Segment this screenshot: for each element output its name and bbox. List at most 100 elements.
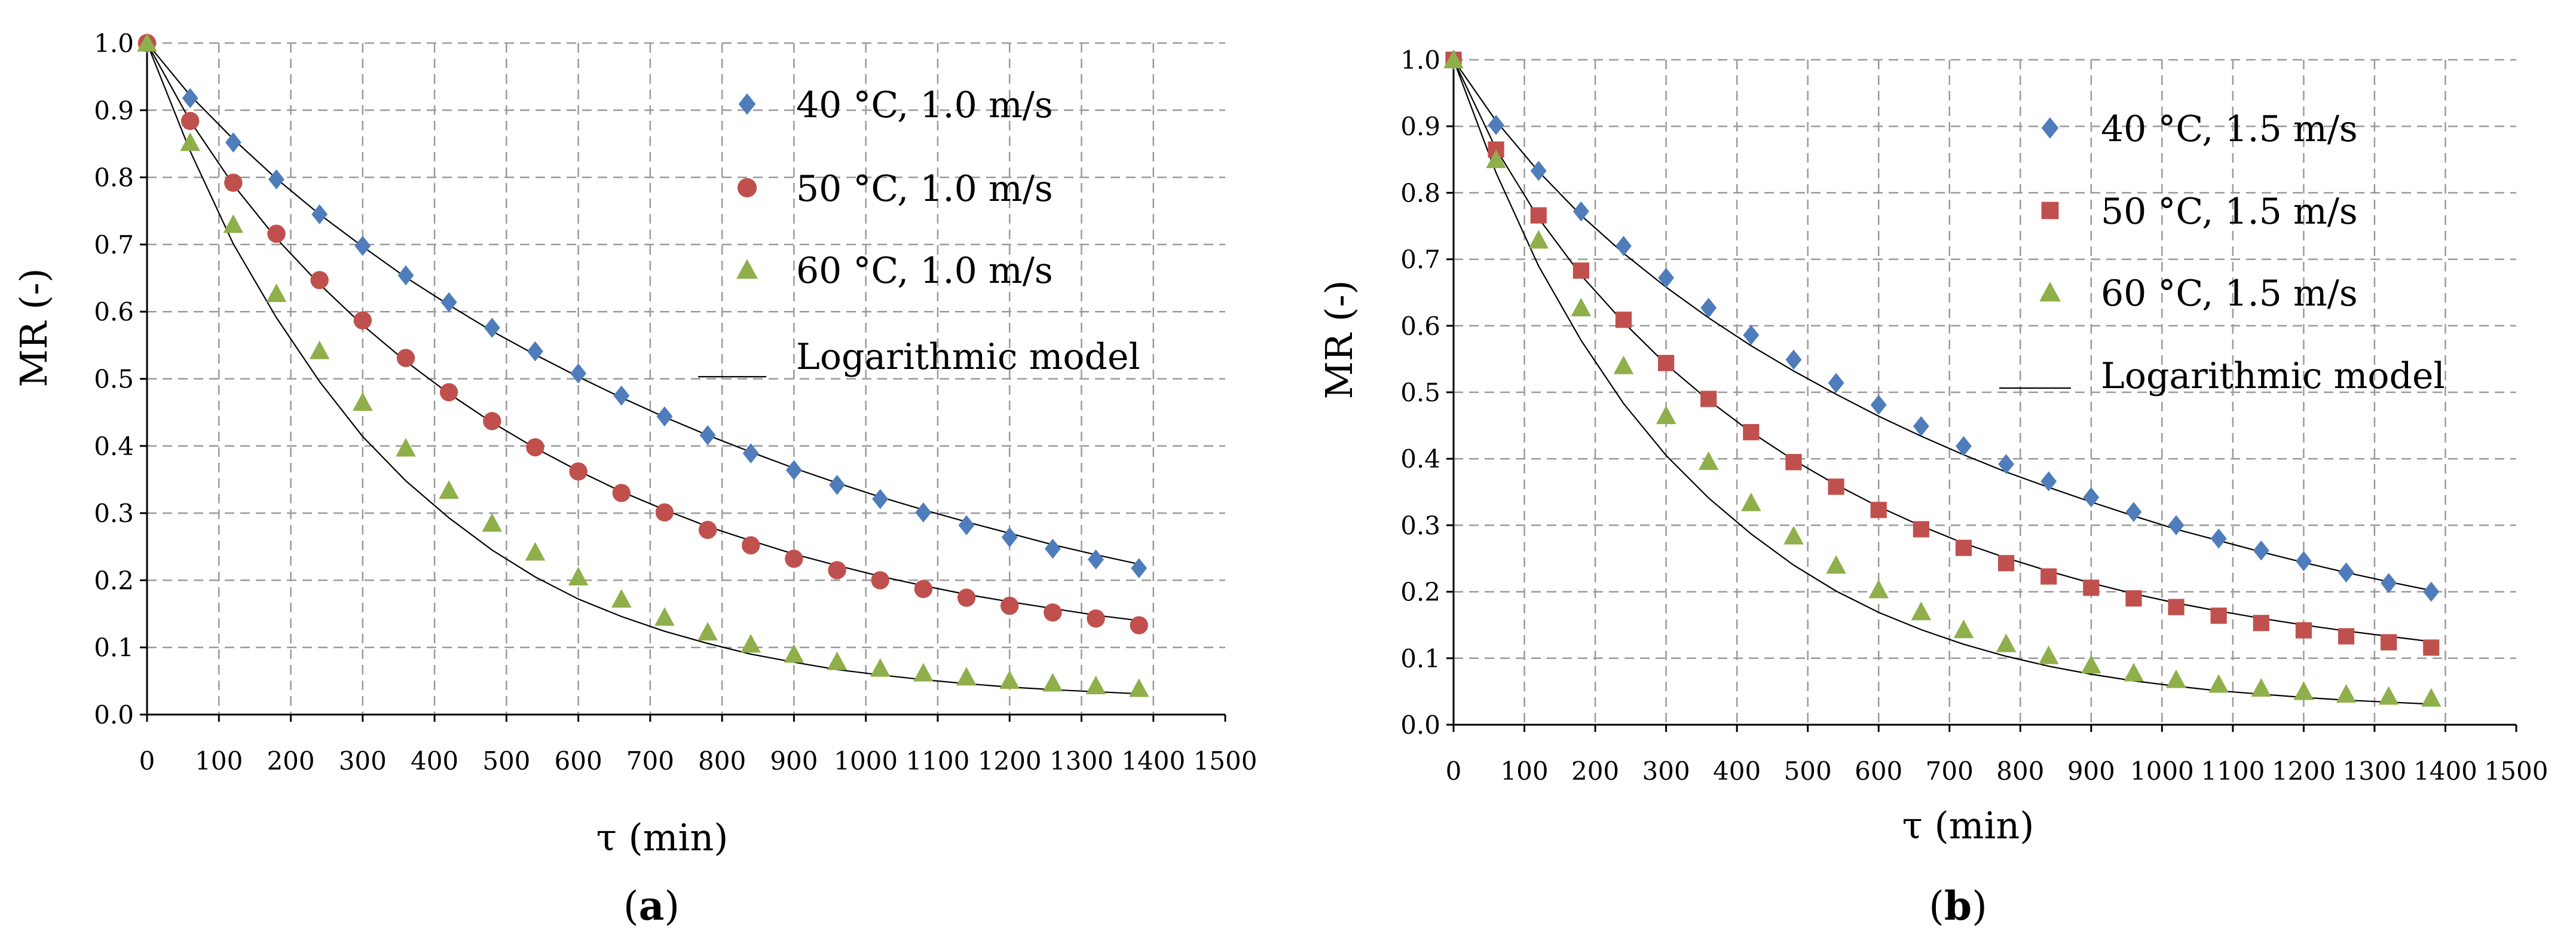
- data-point: [828, 561, 846, 579]
- data-point: [1953, 619, 1974, 639]
- x-tick-label: 800: [1996, 756, 2044, 786]
- legend-label-series-3: 60 °C, 1.0 m/s: [796, 250, 1053, 292]
- data-point: [1488, 115, 1504, 135]
- data-point: [915, 502, 932, 523]
- x-tick-label: 1500: [1194, 746, 1258, 776]
- data-point: [1741, 492, 1761, 511]
- series-1: [1445, 50, 2440, 602]
- data-point: [829, 475, 845, 495]
- data-point: [439, 383, 458, 402]
- data-point: [180, 112, 200, 130]
- data-point: [568, 566, 589, 586]
- y-tick-label: 0.9: [94, 96, 134, 125]
- x-tick-label: 1400: [1121, 746, 1185, 776]
- y-tick-label: 0.7: [1400, 245, 1440, 274]
- data-point: [1042, 673, 1063, 692]
- x-tick-label: 1200: [2272, 756, 2336, 786]
- data-point: [656, 406, 673, 427]
- x-tick-label: 400: [411, 746, 458, 776]
- data-point: [310, 271, 329, 289]
- data-point: [914, 579, 933, 599]
- data-point: [1870, 395, 1887, 415]
- data-point: [569, 462, 588, 481]
- data-point: [655, 503, 674, 522]
- data-point: [268, 169, 284, 190]
- y-tick-label: 1.0: [94, 29, 134, 58]
- data-point: [396, 349, 415, 367]
- x-tick-label: 0: [139, 746, 155, 776]
- x-tick-label: 500: [482, 746, 530, 776]
- gridlines: [147, 42, 1225, 715]
- data-point: [1572, 262, 1589, 279]
- legend: 40 °C, 1.5 m/s 50 °C, 1.5 m/s 60 °C, 1.5…: [1999, 108, 2445, 397]
- data-point: [2210, 608, 2227, 624]
- legend-label-model: Logarithmic model: [2101, 355, 2445, 397]
- data-point: [1783, 526, 1804, 545]
- y-tick-label: 0.0: [1400, 710, 1440, 740]
- data-point: [182, 88, 198, 108]
- data-point: [654, 607, 675, 626]
- data-point: [2381, 634, 2397, 651]
- y-axis-title: MR (-): [12, 268, 56, 387]
- x-tick-label: 1000: [834, 746, 898, 776]
- data-point: [2125, 590, 2142, 607]
- legend-marker-series-1: [738, 93, 756, 115]
- legend-label-series-1: 40 °C, 1.0 m/s: [796, 84, 1053, 126]
- x-tick-label: 1200: [978, 746, 1042, 776]
- data-point: [1131, 558, 1148, 578]
- x-tick-label: 1100: [2201, 756, 2265, 786]
- data-point: [2168, 599, 2185, 615]
- data-point: [1486, 149, 1506, 169]
- x-tick-label: 300: [339, 746, 387, 776]
- data-point: [1785, 454, 1802, 471]
- data-point: [1743, 424, 1760, 441]
- data-point: [223, 214, 244, 233]
- plot-area: 0 100 200 300 400 500 600 700 800 900 1000 1100 1200…: [1400, 45, 2548, 786]
- data-point: [742, 443, 759, 463]
- series-1: [139, 33, 1148, 578]
- data-point: [2423, 581, 2440, 602]
- model-line-series-1: [146, 42, 1139, 565]
- data-point: [2251, 678, 2272, 697]
- data-point: [311, 204, 328, 225]
- y-tick-label: 0.0: [94, 700, 134, 730]
- data-point: [309, 340, 330, 359]
- x-tick-label: 1400: [2413, 756, 2477, 786]
- data-point: [1130, 616, 1148, 634]
- data-point: [2125, 502, 2142, 522]
- legend-label-model: Logarithmic model: [796, 336, 1140, 378]
- data-point: [612, 484, 631, 502]
- data-point: [484, 318, 500, 338]
- data-point: [827, 651, 848, 670]
- data-point: [1443, 50, 1464, 69]
- legend-marker-series-3: [2039, 282, 2061, 302]
- y-tick-label: 0.1: [1400, 644, 1440, 673]
- data-point: [784, 644, 804, 663]
- data-point: [2253, 540, 2269, 561]
- data-point: [1700, 390, 1717, 407]
- data-point: [267, 224, 286, 243]
- data-point: [2081, 655, 2101, 674]
- panel-label-b: (b): [1929, 883, 1987, 929]
- data-point: [353, 392, 373, 411]
- data-point: [1128, 678, 1149, 697]
- data-point: [1698, 451, 1719, 470]
- data-point: [1996, 633, 2017, 652]
- data-point: [439, 480, 459, 499]
- data-point: [1997, 555, 2015, 572]
- x-tick-label: 700: [1926, 756, 1974, 786]
- data-point: [440, 292, 457, 313]
- x-tick-label: 200: [267, 746, 314, 776]
- data-point: [525, 542, 546, 561]
- data-point: [396, 438, 416, 457]
- data-point: [2210, 528, 2227, 549]
- data-point: [2336, 684, 2357, 703]
- x-tick-label: 700: [626, 746, 674, 776]
- data-point: [1868, 579, 1889, 599]
- x-tick-label: 100: [195, 746, 243, 776]
- data-point: [1001, 527, 1018, 548]
- y-tick-label: 0.2: [1400, 578, 1440, 607]
- y-tick-label: 0.8: [94, 163, 134, 193]
- data-point: [1700, 297, 1717, 318]
- y-tick-label: 0.8: [1400, 178, 1440, 207]
